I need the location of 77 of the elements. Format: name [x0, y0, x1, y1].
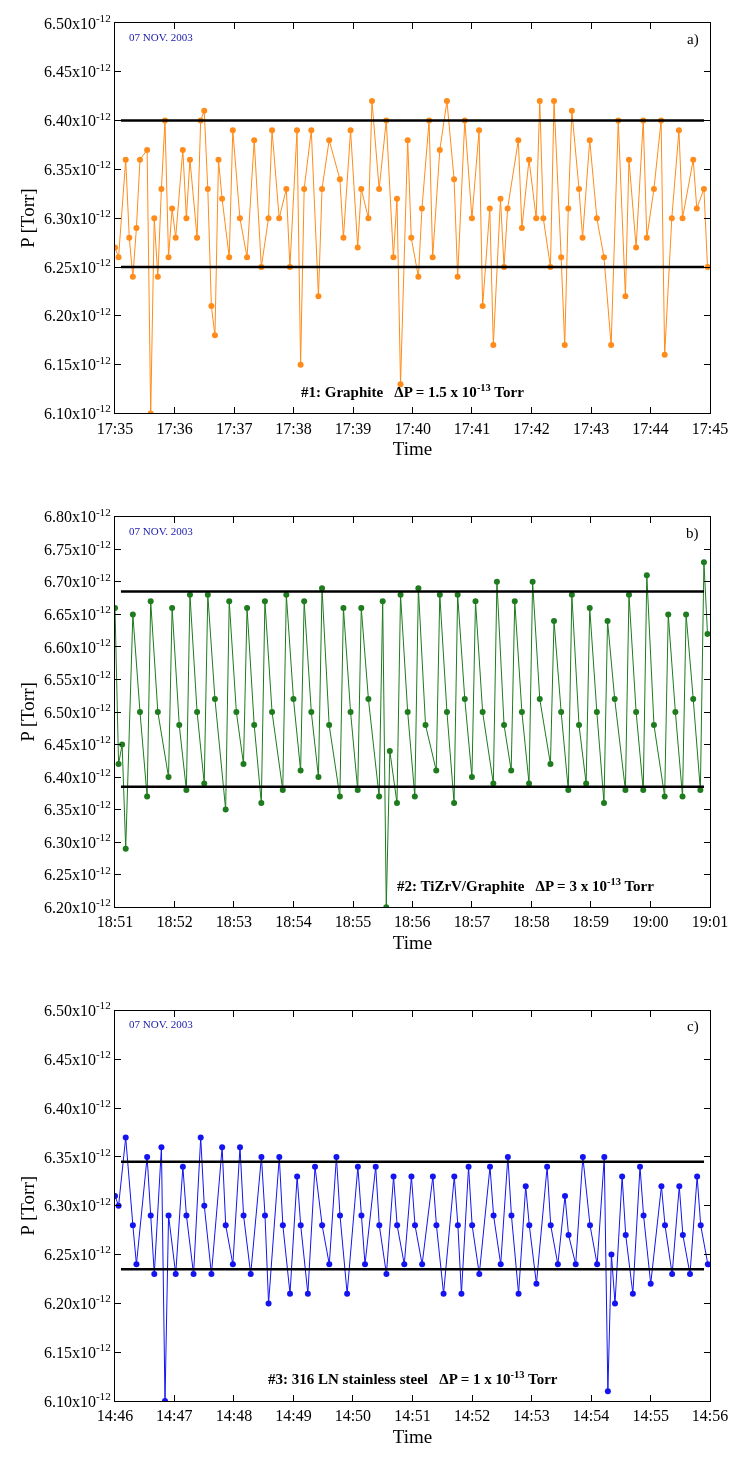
y-tick-label: 6.35x10$^{-12}$: [43, 1145, 111, 1166]
y-tick-label: 6.10x10$^{-12}$: [43, 1389, 111, 1410]
x-tick-label: 14:54: [572, 1407, 610, 1425]
y-tick-label: 6.40x10$^{-12}$: [43, 109, 111, 130]
annotation: 07 NOV. 2003: [129, 1018, 194, 1030]
y-tick-label: 6.25x10$^{-12}$: [43, 863, 111, 884]
y-tick-label: 6.65x10$^{-12}$: [43, 603, 111, 623]
x-tick-label: 18:55: [334, 913, 372, 931]
x-tick-label: 19:00: [632, 913, 669, 931]
y-tick-label: 6.35x10$^{-12}$: [43, 158, 111, 179]
y-tick-label: 6.75x10$^{-12}$: [43, 538, 111, 558]
x-axis-title: Time: [392, 1426, 433, 1447]
y-tick-label: 6.20x10$^{-12}$: [43, 896, 111, 916]
x-tick-label: 17:38: [275, 419, 312, 437]
y-axis-title: P [Torr]: [16, 188, 38, 249]
y-tick-label: 6.25x10$^{-12}$: [43, 255, 111, 276]
y-tick-label: 6.30x10$^{-12}$: [43, 831, 111, 851]
x-tick-label: 17:39: [334, 419, 372, 437]
y-tick-label: 6.50x10$^{-12}$: [43, 11, 111, 32]
x-tick-label: 18:52: [156, 913, 193, 931]
x-tick-label: 14:51: [394, 1407, 431, 1425]
x-tick-label: 18:54: [275, 913, 312, 931]
x-tick-label: 14:53: [513, 1407, 550, 1425]
y-tick-label: 6.60x10$^{-12}$: [43, 635, 111, 656]
x-tick-label: 18:58: [513, 913, 550, 931]
x-axis-title: Time: [392, 932, 433, 954]
y-tick-label: 6.15x10$^{-12}$: [43, 353, 111, 374]
annotation: b): [686, 525, 699, 542]
y-tick-label: 6.70x10$^{-12}$: [43, 570, 111, 591]
annotation: #3: 316 LN stainless steel ΔP = 1 x 10$^{-13}$ Torr: [268, 1369, 558, 1388]
x-tick-label: 14:47: [156, 1407, 193, 1425]
x-tick-label: 14:55: [632, 1407, 669, 1425]
x-tick-label: 17:36: [156, 419, 193, 437]
x-tick-label: 18:59: [572, 913, 610, 931]
annotation: 07 NOV. 2003: [129, 525, 194, 537]
x-tick-label: 18:56: [394, 913, 431, 931]
x-tick-label: 17:43: [572, 419, 610, 437]
x-tick-label: 17:40: [394, 419, 431, 437]
y-axis-title: P [Torr]: [16, 682, 38, 742]
y-tick-label: 6.45x10$^{-12}$: [43, 60, 111, 81]
x-tick-label: 17:44: [632, 419, 669, 437]
y-axis-title: P [Torr]: [16, 1175, 38, 1236]
y-tick-label: 6.50x10$^{-12}$: [43, 700, 111, 721]
x-tick-label: 14:52: [453, 1407, 491, 1425]
x-tick-label: 14:56: [691, 1407, 729, 1425]
annotation: #1: Graphite ΔP = 1.5 x 10$^{-13}$ Torr: [301, 382, 525, 401]
x-tick-label: 17:42: [513, 419, 550, 437]
x-tick-label: 18:51: [96, 913, 134, 931]
y-tick-label: 6.80x10$^{-12}$: [43, 505, 111, 526]
y-tick-label: 6.30x10$^{-12}$: [43, 1194, 111, 1215]
x-tick-label: 14:46: [96, 1407, 134, 1425]
y-tick-label: 6.20x10$^{-12}$: [43, 304, 111, 325]
x-tick-label: 19:01: [691, 913, 729, 931]
x-axis-title: Time: [392, 438, 433, 460]
x-tick-label: 14:49: [275, 1407, 312, 1425]
y-tick-label: 6.50x10$^{-12}$: [43, 999, 111, 1020]
y-tick-label: 6.45x10$^{-12}$: [43, 733, 111, 754]
x-tick-label: 14:50: [334, 1407, 372, 1425]
y-tick-label: 6.20x10$^{-12}$: [43, 1292, 111, 1312]
annotation: 07 NOV. 2003: [129, 31, 194, 43]
annotation: #2: TiZrV/Graphite ΔP = 3 x 10$^{-13}$ Torr: [397, 876, 655, 895]
y-tick-label: 6.40x10$^{-12}$: [43, 1097, 111, 1117]
y-tick-label: 6.40x10$^{-12}$: [43, 765, 111, 786]
x-tick-label: 18:57: [453, 913, 491, 931]
x-tick-label: 17:45: [691, 419, 729, 437]
x-tick-label: 17:41: [453, 419, 491, 437]
y-tick-label: 6.25x10$^{-12}$: [43, 1243, 111, 1264]
y-tick-label: 6.30x10$^{-12}$: [43, 207, 111, 227]
annotation: a): [687, 31, 699, 48]
y-tick-label: 6.15x10$^{-12}$: [43, 1341, 111, 1361]
annotation: c): [687, 1018, 699, 1035]
y-tick-label: 6.35x10$^{-12}$: [43, 798, 111, 819]
y-tick-label: 6.55x10$^{-12}$: [43, 668, 111, 689]
x-tick-label: 17:37: [215, 419, 253, 437]
x-tick-label: 14:48: [215, 1407, 253, 1425]
x-tick-label: 18:53: [215, 913, 253, 931]
y-tick-label: 6.45x10$^{-12}$: [43, 1048, 111, 1068]
